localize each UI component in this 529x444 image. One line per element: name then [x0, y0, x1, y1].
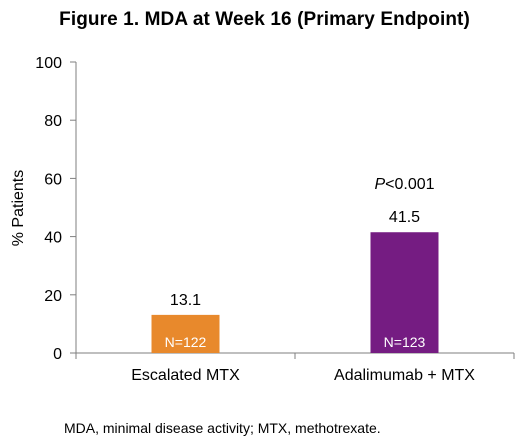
- bar-value-label: 41.5: [389, 209, 420, 226]
- y-tick-label: 80: [44, 113, 62, 130]
- chart-title: Figure 1. MDA at Week 16 (Primary Endpoi…: [59, 9, 470, 30]
- p-value-annotation: P<0.001: [374, 176, 434, 193]
- y-tick-label: 0: [53, 346, 62, 363]
- bar-n-label: N=123: [384, 334, 426, 350]
- bar-n-label: N=122: [165, 334, 207, 350]
- footnote: MDA, minimal disease activity; MTX, meth…: [64, 420, 381, 436]
- bar: [151, 314, 220, 353]
- y-tick-label: 40: [44, 230, 62, 247]
- y-tick-label: 60: [44, 171, 62, 188]
- bar: [370, 232, 439, 353]
- y-axis-label: % Patients: [10, 170, 27, 246]
- bar-value-label: 13.1: [170, 292, 201, 309]
- y-tick-label: 20: [44, 288, 62, 305]
- p-value-prefix: P: [374, 176, 385, 193]
- x-tick-label: Adalimumab + MTX: [334, 367, 475, 384]
- p-value-text: <0.001: [385, 176, 434, 193]
- x-tick-label: Escalated MTX: [131, 367, 240, 384]
- plot-area: 0 20 40 60 80 100 13.1 N=122 Escalated MTX 41.5 N=…: [35, 55, 515, 384]
- y-tick-label: 100: [35, 55, 62, 72]
